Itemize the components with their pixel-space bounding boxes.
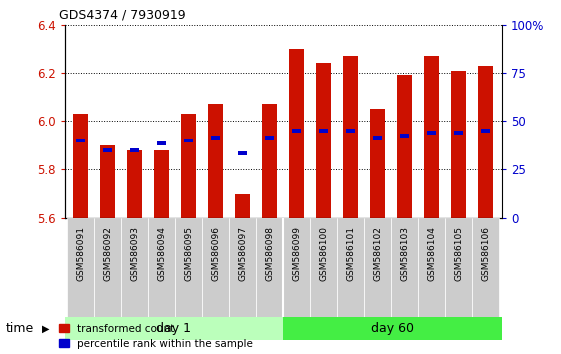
Bar (370, 109, 385, 218)
Legend: transformed count, percentile rank within the sample: transformed count, percentile rank withi… (58, 324, 253, 349)
Bar (203, 218, 229, 317)
Text: day 60: day 60 (371, 322, 414, 335)
Text: GSM586096: GSM586096 (211, 225, 220, 281)
Text: ▶: ▶ (42, 323, 49, 333)
Bar (454, 131, 463, 135)
Bar (94, 218, 121, 317)
Text: GSM586093: GSM586093 (130, 225, 139, 281)
Bar (445, 218, 472, 317)
Bar (343, 56, 358, 218)
Bar (479, 66, 493, 218)
Bar (103, 148, 112, 152)
Bar (265, 136, 274, 140)
Bar (229, 218, 256, 317)
Text: GSM586100: GSM586100 (319, 225, 328, 281)
Text: GSM586095: GSM586095 (184, 225, 194, 281)
Bar (310, 218, 337, 317)
Bar (238, 151, 247, 155)
Bar (73, 114, 88, 218)
Text: GSM586099: GSM586099 (292, 225, 301, 281)
Bar (175, 218, 203, 317)
Text: GSM586102: GSM586102 (373, 225, 383, 280)
Bar (392, 218, 419, 317)
Bar (76, 139, 85, 142)
Bar (157, 141, 166, 145)
Bar (181, 114, 196, 218)
Bar (289, 49, 304, 218)
Bar (65, 317, 283, 340)
Bar (397, 75, 412, 218)
Text: GSM586094: GSM586094 (157, 225, 166, 280)
Text: GDS4374 / 7930919: GDS4374 / 7930919 (59, 8, 186, 21)
Bar (319, 129, 328, 133)
Bar (236, 194, 250, 218)
Bar (425, 56, 439, 218)
Text: GSM586103: GSM586103 (401, 225, 410, 281)
Bar (427, 131, 436, 135)
Bar (148, 218, 175, 317)
Bar (67, 218, 94, 317)
Bar (208, 104, 223, 218)
Text: GSM586098: GSM586098 (265, 225, 274, 281)
Text: GSM586105: GSM586105 (454, 225, 463, 281)
Bar (127, 150, 142, 218)
Bar (452, 70, 466, 218)
Bar (130, 148, 139, 152)
Text: day 1: day 1 (157, 322, 191, 335)
Bar (316, 63, 331, 218)
Bar (263, 104, 277, 218)
Bar (211, 136, 220, 140)
Text: GSM586092: GSM586092 (103, 225, 112, 280)
Bar (283, 317, 502, 340)
Text: GSM586091: GSM586091 (76, 225, 85, 281)
Text: GSM586097: GSM586097 (238, 225, 247, 281)
Bar (256, 218, 283, 317)
Bar (481, 129, 490, 133)
Bar (337, 218, 364, 317)
Bar (121, 218, 148, 317)
Text: time: time (6, 322, 34, 335)
Text: GSM586104: GSM586104 (427, 225, 436, 280)
Bar (283, 218, 310, 317)
Bar (185, 139, 193, 142)
Bar (401, 134, 410, 138)
Bar (346, 129, 355, 133)
Text: GSM586101: GSM586101 (346, 225, 355, 281)
Bar (100, 145, 115, 218)
Bar (292, 129, 301, 133)
Bar (154, 150, 169, 218)
Bar (472, 218, 499, 317)
Bar (419, 218, 445, 317)
Bar (374, 136, 382, 140)
Bar (364, 218, 392, 317)
Text: GSM586106: GSM586106 (481, 225, 490, 281)
